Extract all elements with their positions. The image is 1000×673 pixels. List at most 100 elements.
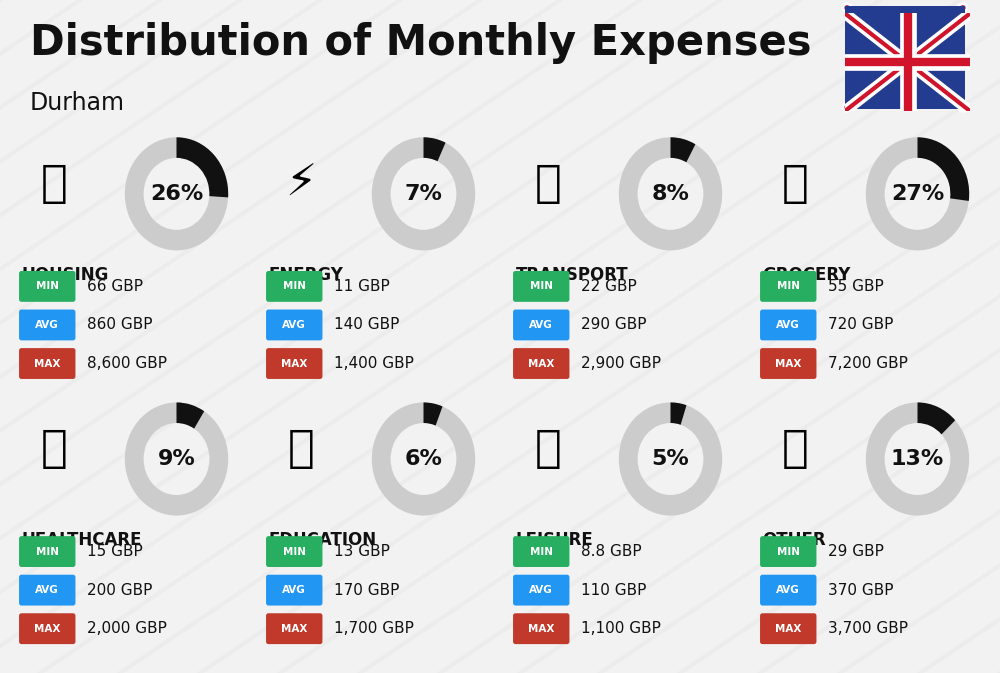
Text: AVG: AVG (282, 585, 306, 595)
Text: 13%: 13% (891, 449, 944, 469)
Text: Distribution of Monthly Expenses: Distribution of Monthly Expenses (30, 22, 812, 64)
Text: MIN: MIN (36, 546, 59, 557)
Text: MAX: MAX (34, 624, 60, 634)
FancyBboxPatch shape (266, 613, 322, 644)
Text: 2,000 GBP: 2,000 GBP (87, 621, 167, 636)
Text: AVG: AVG (776, 585, 800, 595)
Text: HEALTHCARE: HEALTHCARE (21, 531, 142, 549)
Text: MIN: MIN (530, 281, 553, 291)
Text: 💗: 💗 (41, 427, 68, 470)
Text: MAX: MAX (281, 359, 307, 369)
FancyBboxPatch shape (19, 613, 75, 644)
Text: 22 GBP: 22 GBP (581, 279, 637, 294)
FancyBboxPatch shape (513, 575, 569, 606)
Wedge shape (918, 402, 955, 434)
FancyBboxPatch shape (513, 536, 569, 567)
Text: 8,600 GBP: 8,600 GBP (87, 356, 167, 371)
Text: 5%: 5% (652, 449, 689, 469)
Wedge shape (125, 402, 228, 516)
FancyBboxPatch shape (513, 348, 569, 379)
Wedge shape (918, 137, 969, 201)
FancyBboxPatch shape (760, 613, 816, 644)
Text: AVG: AVG (529, 585, 553, 595)
Text: MAX: MAX (528, 624, 554, 634)
FancyBboxPatch shape (760, 348, 816, 379)
Text: AVG: AVG (776, 320, 800, 330)
Text: 2,900 GBP: 2,900 GBP (581, 356, 661, 371)
Text: GROCERY: GROCERY (762, 266, 851, 284)
Text: 15 GBP: 15 GBP (87, 544, 143, 559)
Text: MAX: MAX (281, 624, 307, 634)
Text: 26%: 26% (150, 184, 203, 204)
Text: 55 GBP: 55 GBP (828, 279, 884, 294)
Text: 6%: 6% (405, 449, 442, 469)
Text: MIN: MIN (283, 281, 306, 291)
Text: 1,400 GBP: 1,400 GBP (334, 356, 414, 371)
Text: EDUCATION: EDUCATION (268, 531, 377, 549)
FancyBboxPatch shape (513, 271, 569, 302)
Text: TRANSPORT: TRANSPORT (515, 266, 628, 284)
Text: AVG: AVG (35, 585, 59, 595)
Text: 11 GBP: 11 GBP (334, 279, 390, 294)
Text: 🏢: 🏢 (41, 162, 68, 205)
Text: 13 GBP: 13 GBP (334, 544, 390, 559)
FancyBboxPatch shape (760, 536, 816, 567)
Text: MIN: MIN (283, 546, 306, 557)
Text: 🎓: 🎓 (288, 427, 315, 470)
Text: MIN: MIN (777, 281, 800, 291)
Wedge shape (424, 402, 443, 425)
Text: AVG: AVG (282, 320, 306, 330)
Text: AVG: AVG (529, 320, 553, 330)
Text: MAX: MAX (528, 359, 554, 369)
FancyBboxPatch shape (19, 575, 75, 606)
Wedge shape (866, 137, 969, 250)
Text: 8.8 GBP: 8.8 GBP (581, 544, 642, 559)
FancyBboxPatch shape (19, 536, 75, 567)
Text: 🛒: 🛒 (782, 162, 809, 205)
Text: MIN: MIN (530, 546, 553, 557)
Wedge shape (125, 137, 228, 250)
Text: ⚡: ⚡ (286, 162, 317, 205)
Text: 200 GBP: 200 GBP (87, 583, 153, 598)
Text: ENERGY: ENERGY (268, 266, 343, 284)
Text: 140 GBP: 140 GBP (334, 318, 400, 332)
Wedge shape (619, 137, 722, 250)
Text: 1,700 GBP: 1,700 GBP (334, 621, 414, 636)
Wedge shape (176, 402, 204, 429)
FancyBboxPatch shape (513, 310, 569, 341)
Text: 66 GBP: 66 GBP (87, 279, 143, 294)
Wedge shape (372, 137, 475, 250)
Text: 💰: 💰 (782, 427, 809, 470)
Text: 7%: 7% (405, 184, 442, 204)
Wedge shape (866, 402, 969, 516)
Text: 9%: 9% (158, 449, 195, 469)
FancyBboxPatch shape (266, 575, 322, 606)
FancyBboxPatch shape (266, 536, 322, 567)
FancyBboxPatch shape (19, 310, 75, 341)
FancyBboxPatch shape (266, 348, 322, 379)
Text: LEISURE: LEISURE (515, 531, 593, 549)
Text: MAX: MAX (34, 359, 60, 369)
FancyBboxPatch shape (513, 613, 569, 644)
FancyBboxPatch shape (760, 575, 816, 606)
Text: OTHER: OTHER (762, 531, 826, 549)
Text: MAX: MAX (775, 624, 801, 634)
Wedge shape (670, 402, 686, 425)
Text: Durham: Durham (30, 91, 125, 115)
Text: 720 GBP: 720 GBP (828, 318, 894, 332)
FancyBboxPatch shape (760, 271, 816, 302)
Text: 29 GBP: 29 GBP (828, 544, 884, 559)
Text: 3,700 GBP: 3,700 GBP (828, 621, 908, 636)
Text: 27%: 27% (891, 184, 944, 204)
Text: 110 GBP: 110 GBP (581, 583, 647, 598)
Wedge shape (424, 137, 446, 162)
Text: 8%: 8% (652, 184, 689, 204)
Text: MIN: MIN (777, 546, 800, 557)
Text: 1,100 GBP: 1,100 GBP (581, 621, 661, 636)
Wedge shape (670, 137, 695, 162)
Text: MAX: MAX (775, 359, 801, 369)
Text: HOUSING: HOUSING (21, 266, 109, 284)
FancyBboxPatch shape (760, 310, 816, 341)
FancyBboxPatch shape (19, 348, 75, 379)
Text: 170 GBP: 170 GBP (334, 583, 400, 598)
